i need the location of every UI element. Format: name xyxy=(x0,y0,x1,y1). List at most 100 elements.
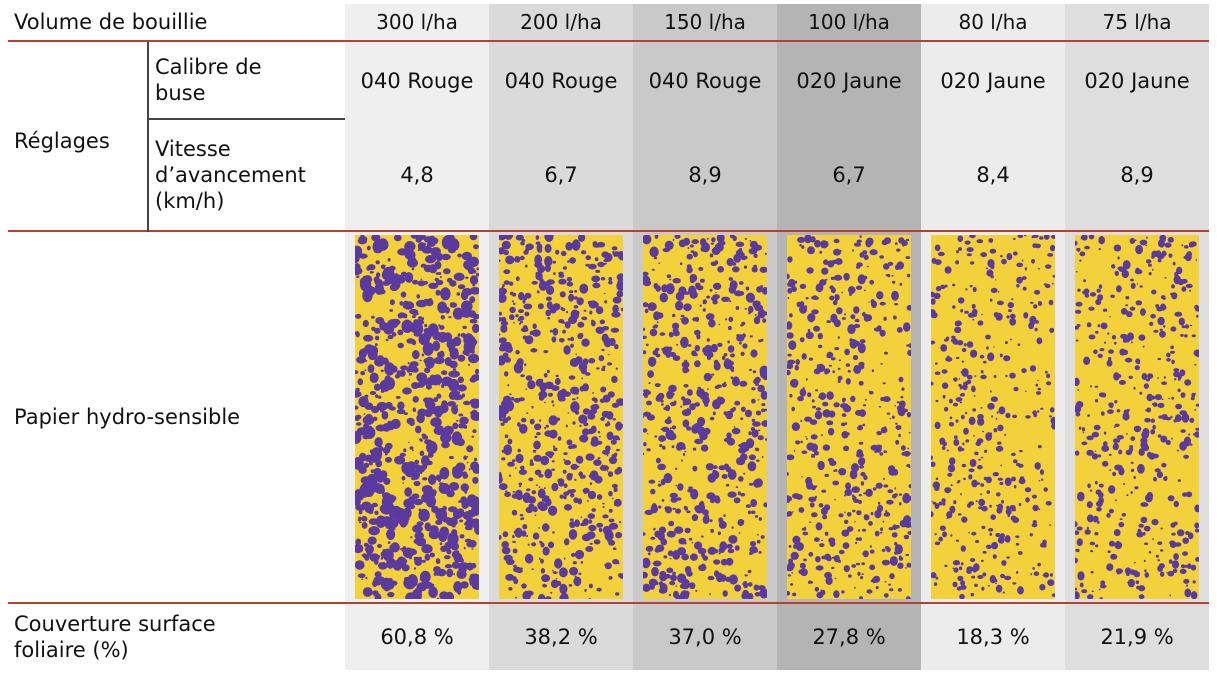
droplet-stain xyxy=(757,399,760,401)
droplet-stain xyxy=(1017,343,1021,346)
droplet-stain xyxy=(1159,330,1166,338)
droplet-stain xyxy=(683,303,692,312)
droplet-stain xyxy=(665,506,673,514)
droplet-stain xyxy=(989,390,992,393)
droplet-stain xyxy=(424,553,431,561)
droplet-stain xyxy=(749,541,757,547)
droplet-stain xyxy=(955,397,963,402)
droplet-stain xyxy=(717,396,721,399)
speed-cell: 8,4 xyxy=(921,119,1066,231)
droplet-stain xyxy=(586,500,589,502)
droplet-stain xyxy=(960,309,964,313)
droplet-stain xyxy=(1192,241,1197,247)
droplet-stain xyxy=(694,438,704,445)
droplet-stain xyxy=(403,577,413,589)
droplet-stain xyxy=(711,373,715,376)
droplet-stain xyxy=(1106,513,1111,518)
droplet-stain xyxy=(1042,539,1047,545)
droplet-stain xyxy=(537,593,546,599)
droplet-stain xyxy=(511,300,514,303)
droplet-stain xyxy=(452,336,462,347)
droplet-stain xyxy=(1160,527,1163,530)
droplet-stain xyxy=(587,412,596,420)
droplet-stain xyxy=(1052,282,1054,285)
droplet-stain xyxy=(1155,250,1162,258)
droplet-stain xyxy=(906,562,912,568)
droplet-stain xyxy=(1007,302,1015,309)
droplet-stain xyxy=(514,527,523,538)
droplet-stain xyxy=(1003,355,1011,362)
droplet-stain xyxy=(567,338,572,341)
droplet-stain xyxy=(381,492,391,499)
droplet-stain xyxy=(802,531,809,536)
droplet-stain xyxy=(862,552,865,555)
droplet-stain xyxy=(371,326,376,331)
droplet-stain xyxy=(543,401,546,404)
droplet-stain xyxy=(965,288,968,291)
droplet-stain xyxy=(364,360,368,362)
volume-cell: 150 l/ha xyxy=(633,4,778,41)
droplet-stain xyxy=(1041,478,1044,481)
droplet-stain xyxy=(647,370,655,378)
droplet-stain xyxy=(517,448,521,453)
droplet-stain xyxy=(1102,393,1107,398)
droplet-stain xyxy=(879,531,883,534)
droplet-stain xyxy=(968,248,972,251)
droplet-stain xyxy=(859,409,867,417)
droplet-stain xyxy=(682,452,686,456)
droplet-stain xyxy=(421,353,425,357)
droplet-stain xyxy=(881,548,886,552)
droplet-stain xyxy=(521,567,524,570)
droplet-stain xyxy=(1013,485,1017,489)
droplet-stain xyxy=(608,576,613,580)
droplet-stain xyxy=(710,528,715,533)
droplet-stain xyxy=(806,267,814,274)
droplet-stain xyxy=(855,562,861,566)
droplet-stain xyxy=(463,546,466,550)
droplet-stain xyxy=(960,545,966,552)
droplet-stain xyxy=(884,351,889,355)
droplet-stain xyxy=(1142,345,1145,348)
droplet-stain xyxy=(612,435,620,441)
droplet-stain xyxy=(360,507,365,511)
droplet-stain xyxy=(1149,321,1154,326)
droplet-stain xyxy=(840,422,846,427)
droplet-stain xyxy=(740,492,746,497)
droplet-stain xyxy=(834,294,837,297)
droplet-stain xyxy=(518,485,522,488)
droplet-stain xyxy=(503,444,513,456)
paper-cell xyxy=(345,230,490,603)
droplet-stain xyxy=(964,310,969,314)
droplet-stain xyxy=(882,263,890,270)
droplet-stain xyxy=(1049,407,1055,413)
droplet-stain xyxy=(1148,551,1152,554)
droplet-stain xyxy=(1152,268,1154,271)
droplet-stain xyxy=(1140,440,1148,450)
droplet-stain xyxy=(581,338,590,347)
droplet-stain xyxy=(409,361,419,368)
droplet-stain xyxy=(729,300,732,303)
droplet-stain xyxy=(675,300,684,311)
droplet-stain xyxy=(681,361,690,369)
droplet-stain xyxy=(804,235,812,244)
droplet-stain xyxy=(468,539,477,548)
droplet-stain xyxy=(654,547,661,553)
droplet-stain xyxy=(1116,409,1121,413)
coverage-row: Couverture surface foliaire (%) 60,8 % 3… xyxy=(8,602,1210,670)
droplet-stain xyxy=(606,421,610,424)
droplet-stain xyxy=(1128,375,1133,379)
droplet-stain xyxy=(706,338,710,342)
droplet-stain xyxy=(827,457,835,463)
droplet-stain xyxy=(515,276,520,282)
droplet-stain xyxy=(987,402,995,410)
droplet-stain xyxy=(571,239,581,251)
droplet-stain xyxy=(1177,388,1181,393)
droplet-stain xyxy=(1045,264,1052,269)
droplet-stain xyxy=(1190,564,1197,571)
droplet-stain xyxy=(799,549,801,551)
droplet-stain xyxy=(801,353,807,360)
droplet-stain xyxy=(948,457,956,465)
droplet-stain xyxy=(588,430,592,433)
droplet-stain xyxy=(877,444,883,448)
droplet-stain xyxy=(1079,251,1086,257)
